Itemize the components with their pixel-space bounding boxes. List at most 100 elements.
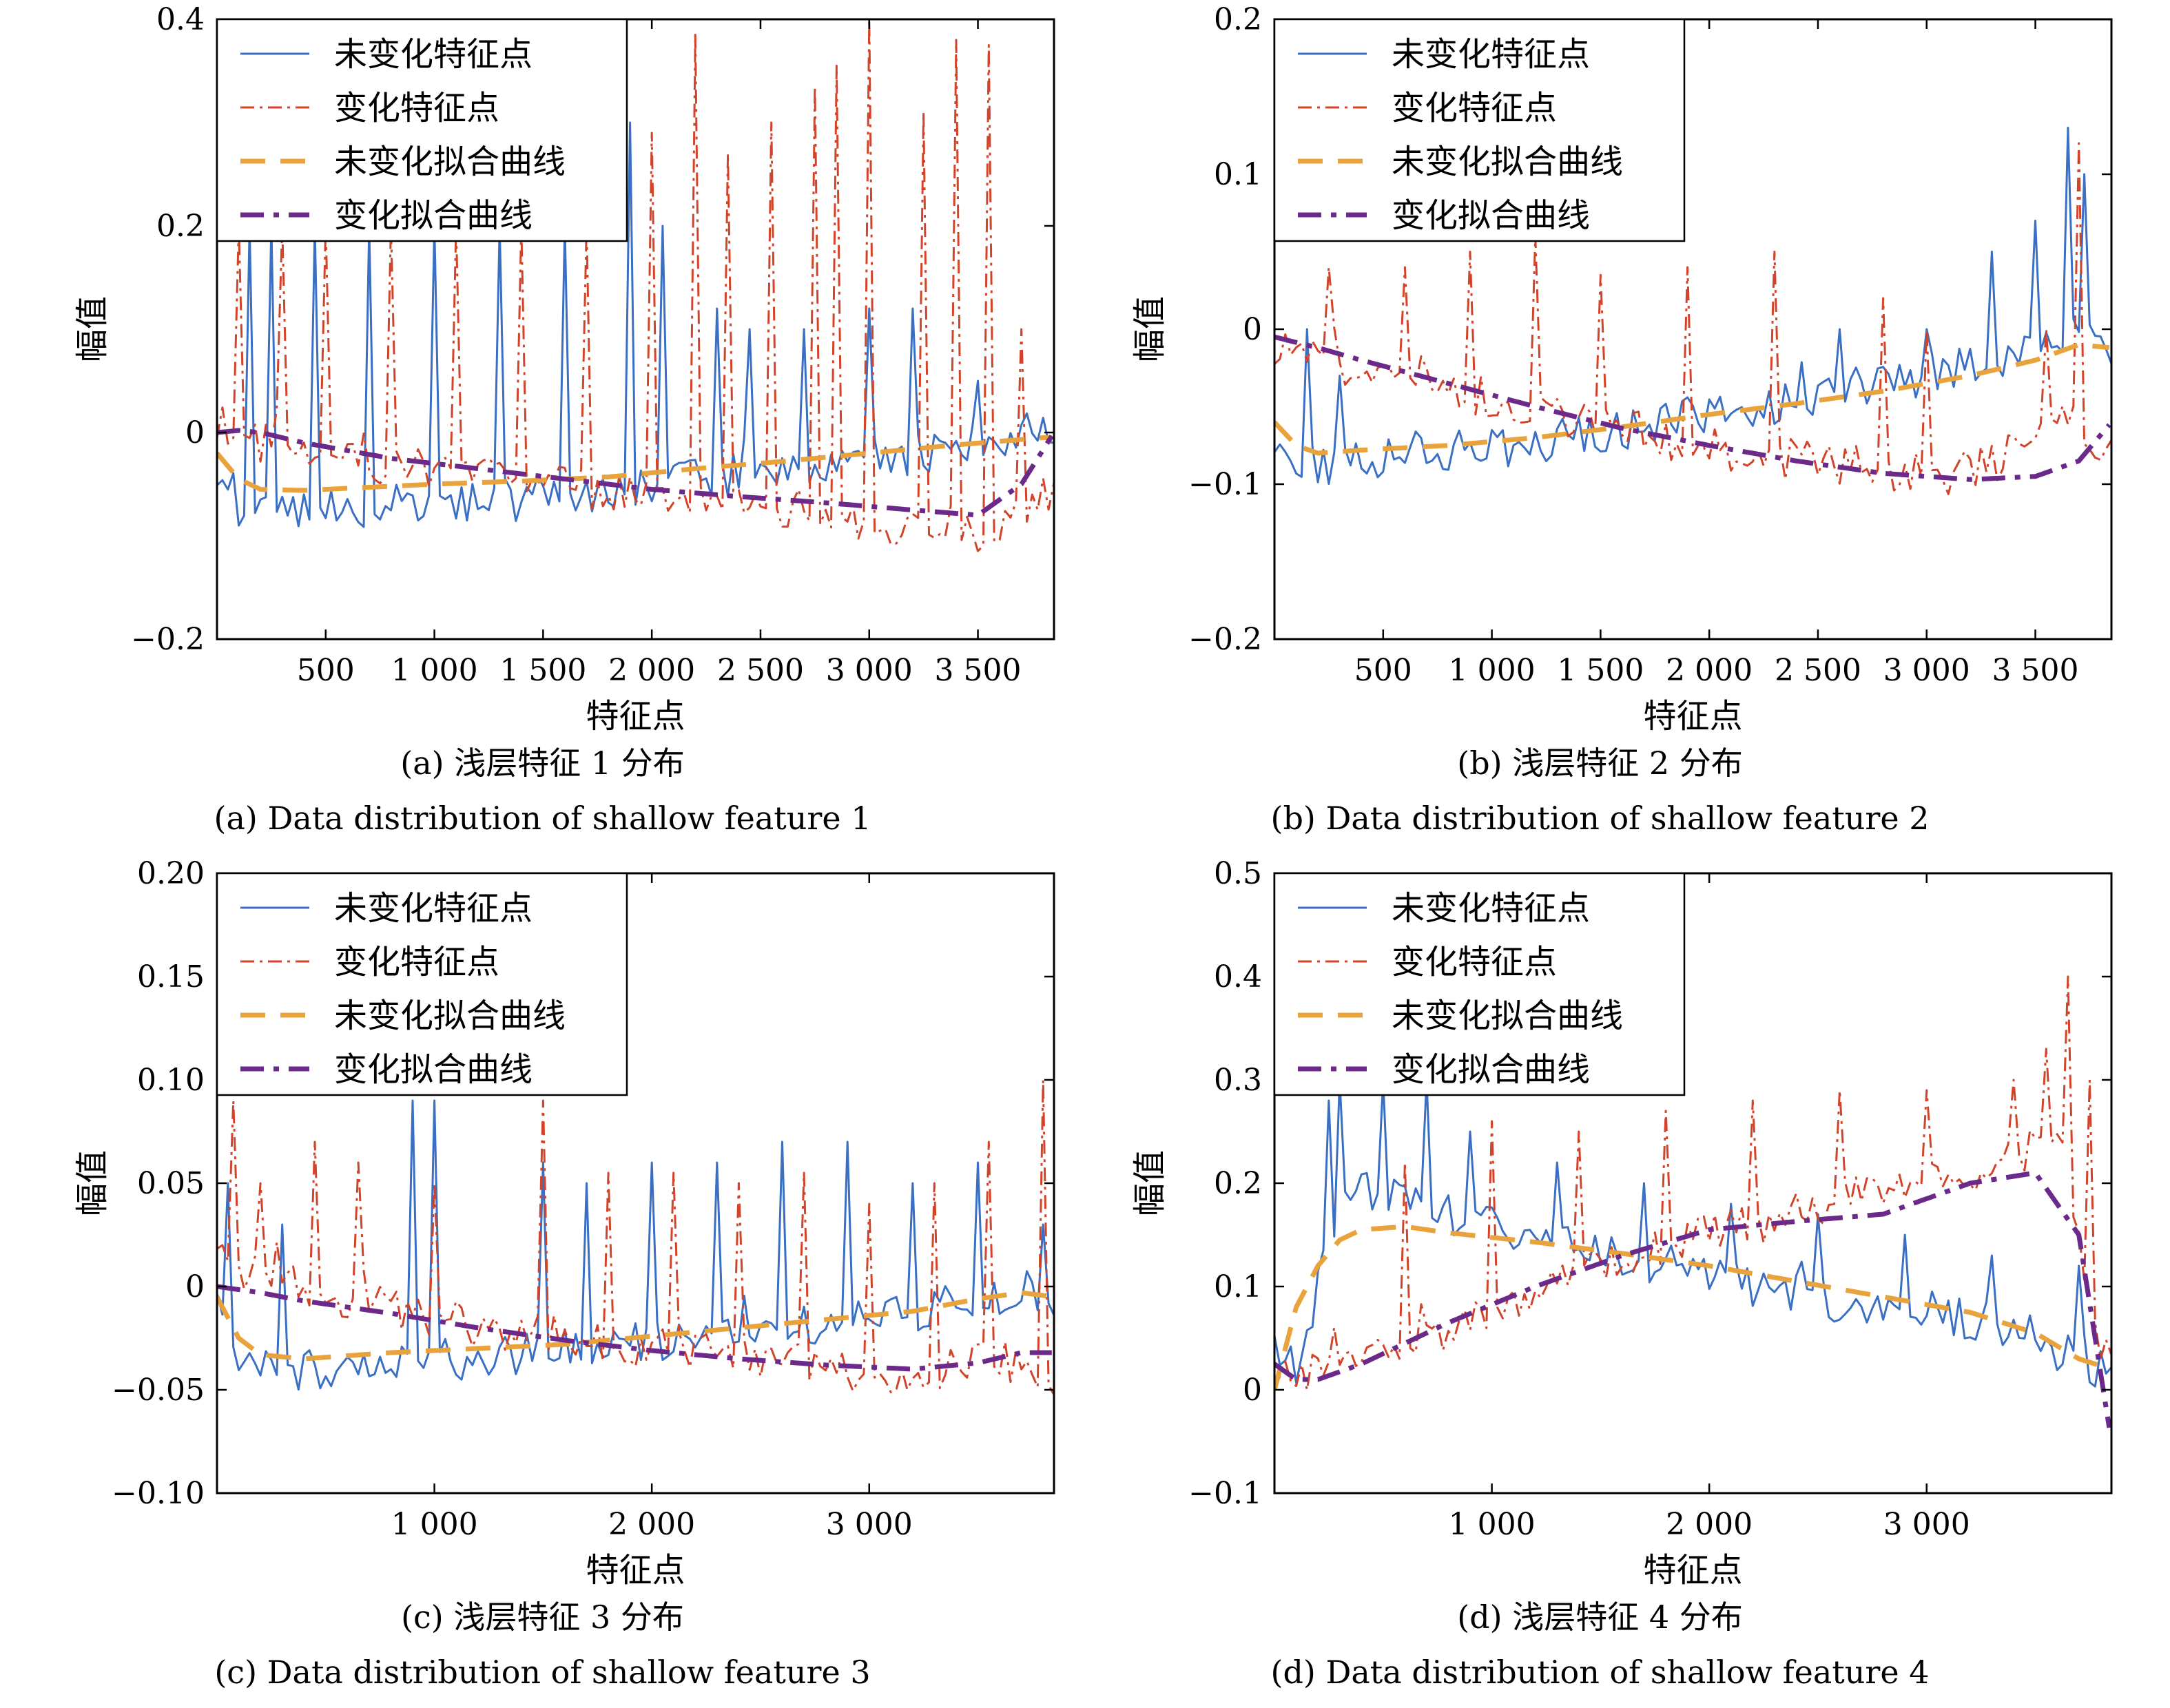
plot-frame — [216, 18, 1055, 640]
y-tick-label: −0.05 — [112, 1373, 205, 1408]
y-tick-label: 0.2 — [1214, 1166, 1262, 1201]
series-line-1 — [217, 1099, 1054, 1391]
legend-label-2: 变化特征点 — [334, 89, 499, 127]
legend-label-1: 未变化特征点 — [1392, 35, 1590, 74]
series-line-1 — [217, 121, 1054, 528]
series-line-4 — [1274, 1170, 2111, 1428]
x-tick-label: 1 000 — [1449, 1507, 1536, 1542]
y-tick-label: −0.2 — [131, 622, 205, 657]
x-axis-label: 特征点 — [586, 1551, 685, 1590]
y-tick-label: 0.3 — [1214, 1063, 1262, 1098]
caption-en-c: (c) Data distribution of shallow feature… — [214, 1654, 871, 1691]
x-tick-label: 1 500 — [499, 653, 586, 688]
y-axis-label: 幅值 — [73, 296, 112, 362]
x-tick-label: 2 000 — [608, 653, 695, 688]
y-axis-label: 幅值 — [1130, 1150, 1169, 1216]
y-tick-label: 0.10 — [137, 1063, 205, 1098]
series-line-1 — [1274, 1079, 2111, 1388]
x-tick-label: 1 000 — [1449, 653, 1536, 688]
y-tick-label: 0 — [185, 1269, 205, 1304]
x-tick-label: 2 500 — [717, 653, 804, 688]
chart-svg-d: 1 000 2 000 3 000 −0.1 0 0.1 0.2 0.3 0.4 0.5 特征点 幅值… — [1130, 856, 2113, 1590]
legend-label-4: 变化拟合曲线 — [1392, 196, 1590, 235]
y-tick-label: −0.2 — [1188, 622, 1262, 657]
x-tick-label: 1 500 — [1557, 653, 1644, 688]
y-tick-label: 0.20 — [137, 856, 205, 891]
x-tick-label: 3 000 — [826, 1507, 913, 1542]
series-line-4 — [1274, 334, 2111, 482]
plot-area — [217, 1079, 1054, 1395]
y-tick-label: −0.10 — [112, 1476, 205, 1511]
chart-panel-c: 1 000 2 000 3 000 −0.10 −0.05 0 0.05 0.10 0.15 0.… — [0, 854, 1085, 1708]
legend-label-1: 未变化特征点 — [1392, 889, 1590, 928]
chart-svg-b: 500 1 000 1 500 2 000 2 500 3 000 3 500 −0.2 −0.… — [1130, 2, 2113, 736]
x-tick-label: 1 000 — [391, 653, 478, 688]
y-tick-label: 0.05 — [137, 1166, 205, 1201]
x-tick-label: 3 500 — [1992, 653, 2079, 688]
y-tick-label: 0.4 — [156, 2, 205, 37]
chart-svg-a: 500 1 000 1 500 2 000 2 500 3 000 3 500 −0.2 0 0.… — [73, 2, 1055, 736]
y-axis-label: 幅值 — [1130, 296, 1169, 362]
y-tick-label: 0.2 — [1214, 2, 1262, 37]
plot-area — [217, 19, 1054, 552]
y-tick-label: 0.1 — [1214, 1269, 1262, 1304]
series-line-2 — [1274, 975, 2111, 1391]
caption-en-a: (a) Data distribution of shallow feature… — [214, 800, 871, 837]
x-axis-label: 特征点 — [1643, 1551, 1742, 1590]
x-axis-label: 特征点 — [1643, 697, 1742, 736]
legend-label-2: 变化特征点 — [1392, 89, 1557, 127]
caption-zh-d: (d) 浅层特征 4 分布 — [1457, 1598, 1743, 1636]
y-tick-label: −0.1 — [1188, 467, 1262, 502]
x-tick-label: 3 000 — [826, 653, 913, 688]
legend-label-4: 变化拟合曲线 — [1392, 1050, 1590, 1089]
legend-label-1: 未变化特征点 — [334, 889, 533, 928]
y-tick-label: 0 — [185, 415, 205, 450]
x-tick-label: 1 000 — [391, 1507, 478, 1542]
y-tick-label: 0.15 — [137, 959, 205, 994]
y-tick-label: −0.1 — [1188, 1476, 1262, 1511]
x-tick-label: 2 000 — [1666, 1507, 1753, 1542]
caption-zh-b: (b) 浅层特征 2 分布 — [1457, 744, 1743, 782]
y-axis-label: 幅值 — [73, 1150, 112, 1216]
plot-area — [1274, 975, 2111, 1428]
legend-box — [1273, 872, 1686, 1096]
x-tick-label: 2 000 — [608, 1507, 695, 1542]
legend-label-2: 变化特征点 — [334, 943, 499, 981]
plot-area — [1274, 127, 2111, 495]
x-tick-label: 3 500 — [935, 653, 1022, 688]
y-tick-label: 0.2 — [156, 209, 205, 244]
y-tick-label: 0.5 — [1214, 856, 1262, 891]
legend-label-3: 未变化拟合曲线 — [334, 997, 566, 1035]
series-line-4 — [217, 1284, 1052, 1372]
caption-en-d: (d) Data distribution of shallow feature… — [1270, 1654, 1930, 1691]
series-line-3 — [217, 1290, 1053, 1362]
y-tick-label: 0.4 — [1214, 959, 1262, 994]
legend-label-3: 未变化拟合曲线 — [1392, 997, 1623, 1035]
caption-en-b: (b) Data distribution of shallow feature… — [1270, 800, 1930, 837]
x-tick-label: 500 — [297, 653, 355, 688]
legend-label-3: 未变化拟合曲线 — [1392, 143, 1623, 181]
series-line-2 — [217, 1079, 1054, 1395]
series-line-2 — [1274, 142, 2111, 495]
legend-label-2: 变化特征点 — [1392, 943, 1557, 981]
x-tick-label: 500 — [1354, 653, 1412, 688]
x-tick-label: 2 500 — [1775, 653, 1861, 688]
series-line-2 — [217, 19, 1054, 552]
chart-svg-c: 1 000 2 000 3 000 −0.10 −0.05 0 0.05 0.10 0.15 0.… — [73, 856, 1055, 1590]
legend-label-4: 变化拟合曲线 — [334, 1050, 533, 1089]
legend-box — [216, 872, 628, 1096]
chart-panel-b: 500 1 000 1 500 2 000 2 500 3 000 3 500 −0.2 −0.… — [1057, 0, 2142, 854]
legend-label-4: 变化拟合曲线 — [334, 196, 533, 235]
x-axis-label: 特征点 — [586, 697, 685, 736]
series-line-3 — [1274, 1224, 2110, 1391]
x-tick-label: 3 000 — [1883, 653, 1970, 688]
y-tick-label: 0.1 — [1214, 157, 1262, 192]
caption-zh-c: (c) 浅层特征 3 分布 — [401, 1598, 684, 1636]
chart-panel-d: 1 000 2 000 3 000 −0.1 0 0.1 0.2 0.3 0.4 0.5 特征点 幅值… — [1057, 854, 2142, 1708]
legend-label-3: 未变化拟合曲线 — [334, 143, 566, 181]
chart-panel-a: 500 1 000 1 500 2 000 2 500 3 000 3 500 −0.2 0 0.… — [0, 0, 1085, 854]
